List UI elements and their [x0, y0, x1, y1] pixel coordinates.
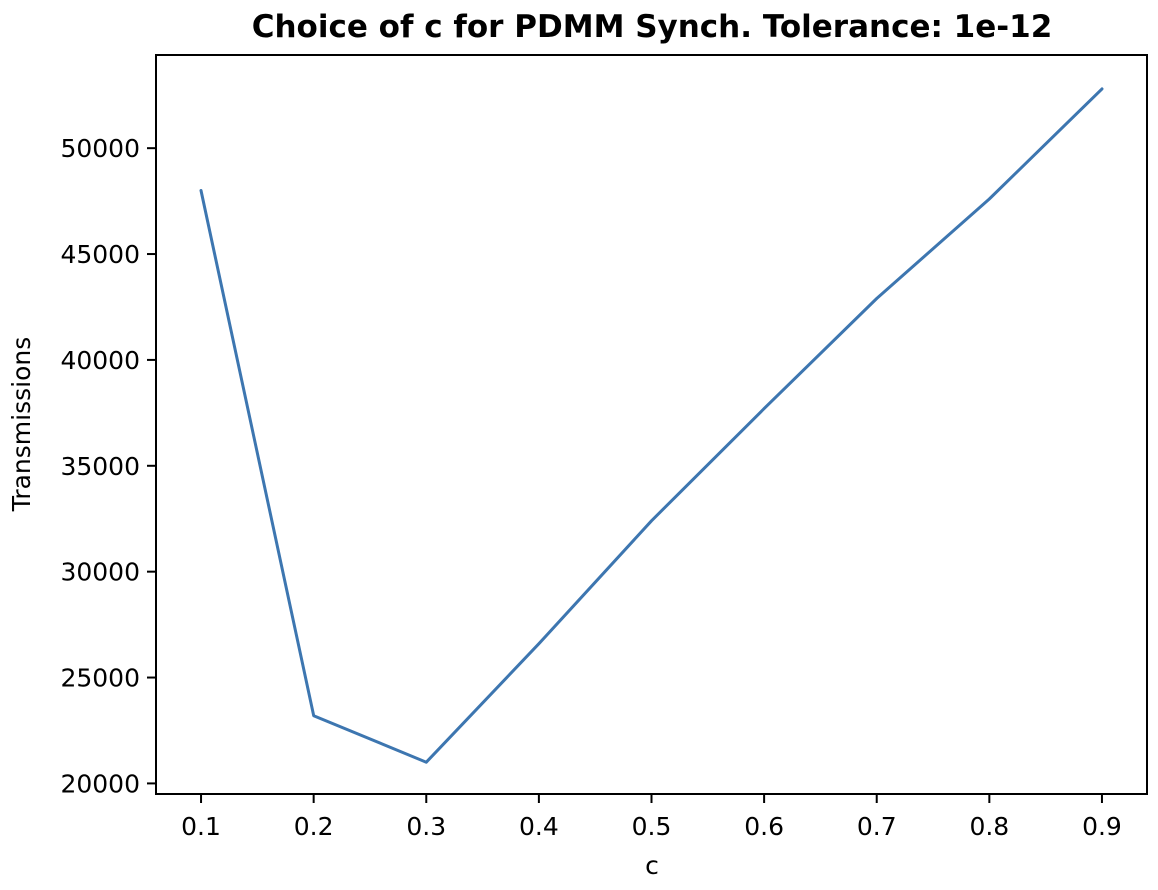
x-axis-label: c	[645, 851, 659, 880]
x-tick-label: 0.3	[406, 812, 446, 841]
y-tick-label: 20000	[60, 769, 140, 798]
y-tick-label: 30000	[60, 558, 140, 587]
x-tick-label: 0.2	[294, 812, 334, 841]
plot-area: 0.1 0.2 0.3 0.4 0.5 0.6 0.7 0.8 0.9 20000 25000 30…	[60, 54, 1148, 841]
series-line	[199, 87, 1104, 764]
x-axis-ticks: 0.1 0.2 0.3 0.4 0.5 0.6 0.7 0.8 0.9	[181, 794, 1122, 841]
plot-frame	[155, 54, 1148, 795]
x-tick-label: 0.7	[857, 812, 897, 841]
y-tick-label: 25000	[60, 664, 140, 693]
chart-title: Choice of c for PDMM Synch. Tolerance: 1…	[252, 9, 1053, 45]
x-tick-label: 0.4	[519, 812, 559, 841]
y-axis-ticks: 20000 25000 30000 35000 40000 45000 50000	[60, 134, 156, 798]
y-tick-label: 45000	[60, 240, 140, 269]
x-tick-label: 0.9	[1082, 812, 1122, 841]
x-tick-label: 0.1	[181, 812, 221, 841]
x-tick-label: 0.5	[632, 812, 672, 841]
x-tick-label: 0.6	[744, 812, 784, 841]
y-tick-label: 40000	[60, 346, 140, 375]
y-tick-label: 50000	[60, 134, 140, 163]
y-axis-label: Transmissions	[7, 337, 36, 513]
y-tick-label: 35000	[60, 452, 140, 481]
x-tick-label: 0.8	[969, 812, 1009, 841]
